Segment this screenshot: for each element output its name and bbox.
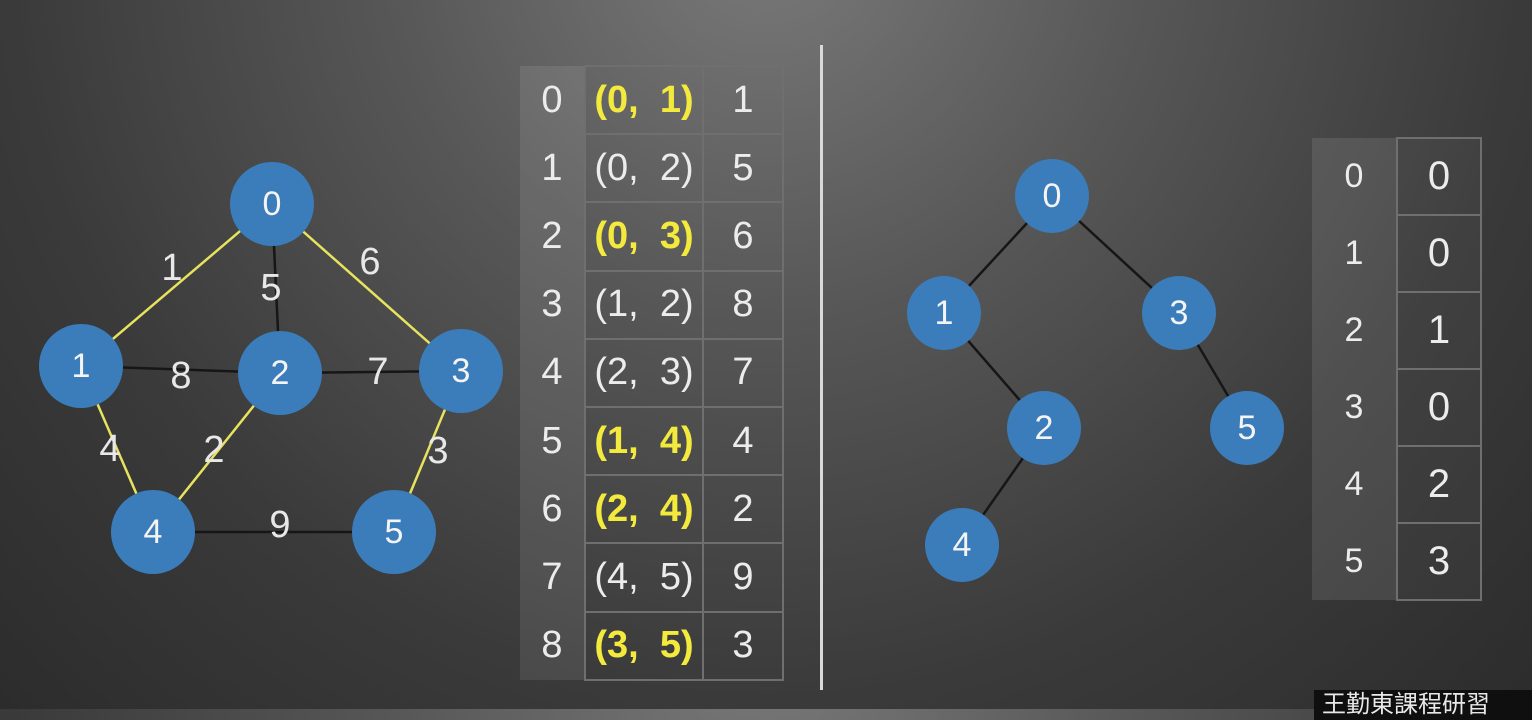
edge-pair-cell: (4, 5): [584, 542, 704, 613]
edge-weight-cell: 3: [702, 610, 784, 681]
edge-index-cell: 7: [520, 543, 585, 612]
parent-index-cell: 3: [1312, 369, 1397, 446]
edge-table-row: 0 (0, 1) 1: [520, 64, 784, 136]
edge-pair-cell: (2, 4): [584, 474, 704, 545]
tree-node-2: [1007, 391, 1081, 465]
edge-pair-cell: (1, 4): [584, 405, 704, 477]
edge-table-row: 2 (0, 3) 6: [520, 201, 784, 272]
parent-value-cell: 0: [1396, 137, 1482, 216]
watermark-caption: 王勤東課程研習: [1314, 690, 1532, 720]
edge-table-row: 6 (2, 4) 2: [520, 474, 784, 545]
parent-index-cell: 5: [1312, 523, 1397, 600]
edge-index-cell: 8: [520, 611, 585, 680]
graph-node-5: [352, 490, 436, 574]
graph-node-label: 5: [385, 513, 404, 551]
edge-weight-label: 1: [161, 247, 182, 289]
tree-node-0: [1015, 159, 1089, 233]
parent-value-cell: 0: [1396, 214, 1482, 293]
tree-node-1: [907, 276, 981, 350]
edge-weight-cell: 5: [702, 133, 784, 204]
edge-weight-label: 4: [99, 428, 120, 470]
edge-table-row: 7 (4, 5) 9: [520, 542, 784, 613]
parent-value-cell: 2: [1396, 445, 1482, 524]
tree-node-label: 4: [953, 526, 972, 564]
edge-weight-cell: 1: [702, 64, 784, 136]
edge-pair-cell: (0, 1): [584, 64, 704, 136]
edge-pair-cell: (2, 3): [584, 337, 704, 408]
edge-index-cell: 6: [520, 475, 585, 544]
edge-pair-cell: (1, 2): [584, 269, 704, 340]
edge-table-row: 3 (1, 2) 8: [520, 269, 784, 340]
graph-node-label: 4: [144, 513, 163, 551]
edge-weight-label: 7: [367, 351, 388, 393]
edge-weight-label: 8: [170, 355, 191, 397]
edge-pair-cell: (0, 2): [584, 133, 704, 204]
edge-weight-label: 5: [260, 267, 281, 309]
edge-weight-cell: 2: [702, 474, 784, 545]
graph-node-4: [111, 490, 195, 574]
edge-index-cell: 3: [520, 270, 585, 339]
section-divider: [820, 45, 823, 690]
graph-node-label: 0: [263, 185, 282, 223]
edge-weight-label: 3: [427, 430, 448, 472]
tree-node-5: [1210, 391, 1284, 465]
tree-node-label: 2: [1035, 409, 1054, 447]
parent-index-cell: 4: [1312, 446, 1397, 523]
edge-weight-cell: 7: [702, 337, 784, 408]
graph-node-2: [238, 331, 322, 415]
edge-index-cell: 4: [520, 338, 585, 407]
edge-weight-cell: 8: [702, 269, 784, 340]
edge-index-cell: 1: [520, 134, 585, 203]
parent-index-cell: 0: [1312, 138, 1397, 215]
edge-table-row: 4 (2, 3) 7: [520, 337, 784, 408]
edge-index-cell: 5: [520, 406, 585, 476]
edge-weight-cell: 6: [702, 201, 784, 272]
parent-value-cell: 3: [1396, 522, 1482, 601]
parent-index-cell: 1: [1312, 215, 1397, 292]
edge-table-row: 8 (3, 5) 3: [520, 610, 784, 681]
edge-table-row: 1 (0, 2) 5: [520, 133, 784, 204]
tree-node-label: 1: [935, 294, 954, 332]
edge-index-cell: 2: [520, 202, 585, 271]
graph-node-3: [419, 329, 503, 413]
graph-node-label: 3: [452, 352, 471, 390]
tree-node-3: [1142, 276, 1216, 350]
tree-node-label: 5: [1238, 409, 1257, 447]
edge-weight-label: 2: [203, 429, 224, 471]
tree-node-label: 0: [1043, 177, 1062, 215]
edge-weight-label: 6: [359, 241, 380, 283]
edge-weight-cell: 4: [702, 405, 784, 477]
edge-index-cell: 0: [520, 66, 585, 135]
parent-value-cell: 0: [1396, 368, 1482, 447]
edge-pair-cell: (0, 3): [584, 201, 704, 272]
edge-weight-label: 9: [269, 504, 290, 546]
tree-node-4: [925, 508, 999, 582]
graph-node-1: [39, 324, 123, 408]
edge-weight-cell: 9: [702, 542, 784, 613]
graph-node-0: [230, 162, 314, 246]
tree-node-label: 3: [1170, 294, 1189, 332]
parent-index-cell: 2: [1312, 292, 1397, 369]
parent-value-cell: 1: [1396, 291, 1482, 370]
edge-table-row: 5 (1, 4) 4: [520, 405, 784, 477]
graph-node-label: 2: [271, 354, 290, 392]
graph-edge-0-3: [271, 203, 462, 372]
edge-list-table: 0 (0, 1) 1 1 (0, 2) 5 2 (0, 3) 6 3 (1, 2) 8 4 (2, 3) 7…: [520, 64, 784, 681]
graph-node-label: 1: [72, 347, 91, 385]
edge-pair-cell: (3, 5): [584, 610, 704, 681]
